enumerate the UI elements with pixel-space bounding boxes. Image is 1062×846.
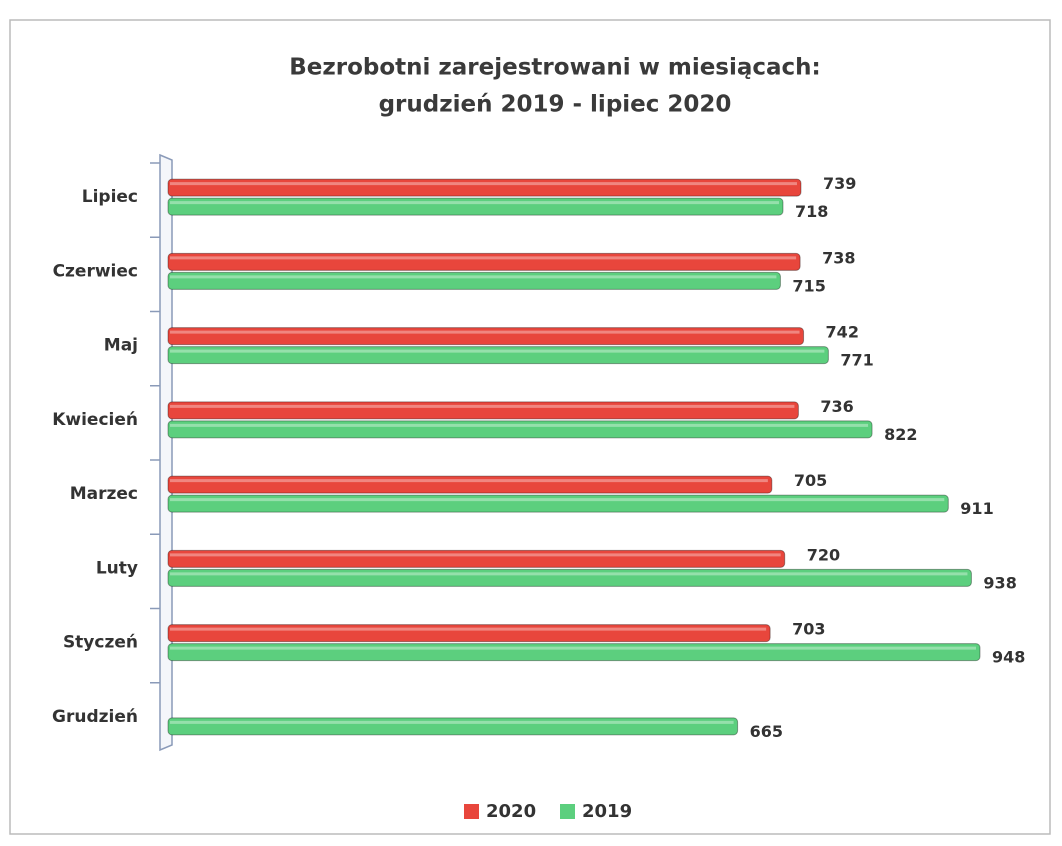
chart-title: grudzień 2019 - lipiec 2020 [379, 92, 732, 118]
bar-highlight [170, 275, 777, 279]
y-tick-label: Lipiec [82, 187, 138, 207]
bar-highlight [170, 572, 968, 576]
bar [167, 327, 805, 346]
bar [167, 401, 799, 420]
y-tick-label: Luty [96, 558, 138, 578]
y-tick-label: Kwiecień [52, 410, 138, 430]
bar-highlight [170, 201, 779, 205]
bar-highlight [170, 498, 945, 502]
bar [167, 252, 801, 271]
bar-highlight [170, 646, 976, 650]
bar [167, 178, 802, 197]
y-tick-label: Czerwiec [53, 261, 138, 281]
data-label: 718 [795, 202, 828, 221]
data-label: 665 [750, 722, 783, 741]
bar [167, 197, 784, 216]
data-label: 705 [794, 471, 827, 490]
chart-title: Bezrobotni zarejestrowani w miesiącach: [289, 55, 821, 81]
y-tick-label: Grudzień [52, 707, 138, 727]
bar-highlight [170, 349, 825, 353]
data-label: 911 [960, 499, 993, 518]
bar [167, 271, 781, 290]
data-label: 938 [983, 573, 1016, 592]
legend-label: 2019 [582, 801, 632, 822]
chart-frame [9, 19, 1051, 835]
bar [167, 717, 739, 736]
bar-highlight [170, 627, 767, 631]
data-label: 720 [807, 545, 840, 564]
data-label: 736 [820, 397, 853, 416]
bar [167, 346, 829, 365]
legend-swatch [560, 804, 575, 819]
y-tick-label: Marzec [70, 484, 138, 504]
bar [167, 549, 786, 568]
bar [167, 643, 981, 662]
bar [167, 624, 771, 643]
data-label: 948 [992, 648, 1025, 667]
data-label: 822 [884, 425, 917, 444]
bar-highlight [170, 182, 797, 186]
bar [167, 494, 949, 513]
data-label: 771 [840, 351, 873, 370]
bar-highlight [170, 256, 797, 260]
data-label: 738 [822, 248, 855, 267]
y-tick-label: Styczeń [63, 633, 138, 653]
bar-highlight [170, 404, 795, 408]
data-label: 703 [792, 620, 825, 639]
bar [167, 568, 972, 587]
y-axis [159, 153, 173, 752]
bar [167, 420, 873, 439]
y-tick-label: Maj [104, 336, 138, 356]
bar-highlight [170, 330, 800, 334]
data-label: 715 [792, 276, 825, 295]
legend-label: 2020 [486, 801, 536, 822]
bar-highlight [170, 479, 768, 483]
legend-swatch [464, 804, 479, 819]
bar [167, 475, 773, 494]
data-label: 742 [826, 323, 859, 342]
bar-highlight [170, 720, 734, 724]
data-label: 739 [823, 174, 856, 193]
bar-highlight [170, 553, 781, 557]
bar-highlight [170, 423, 869, 427]
